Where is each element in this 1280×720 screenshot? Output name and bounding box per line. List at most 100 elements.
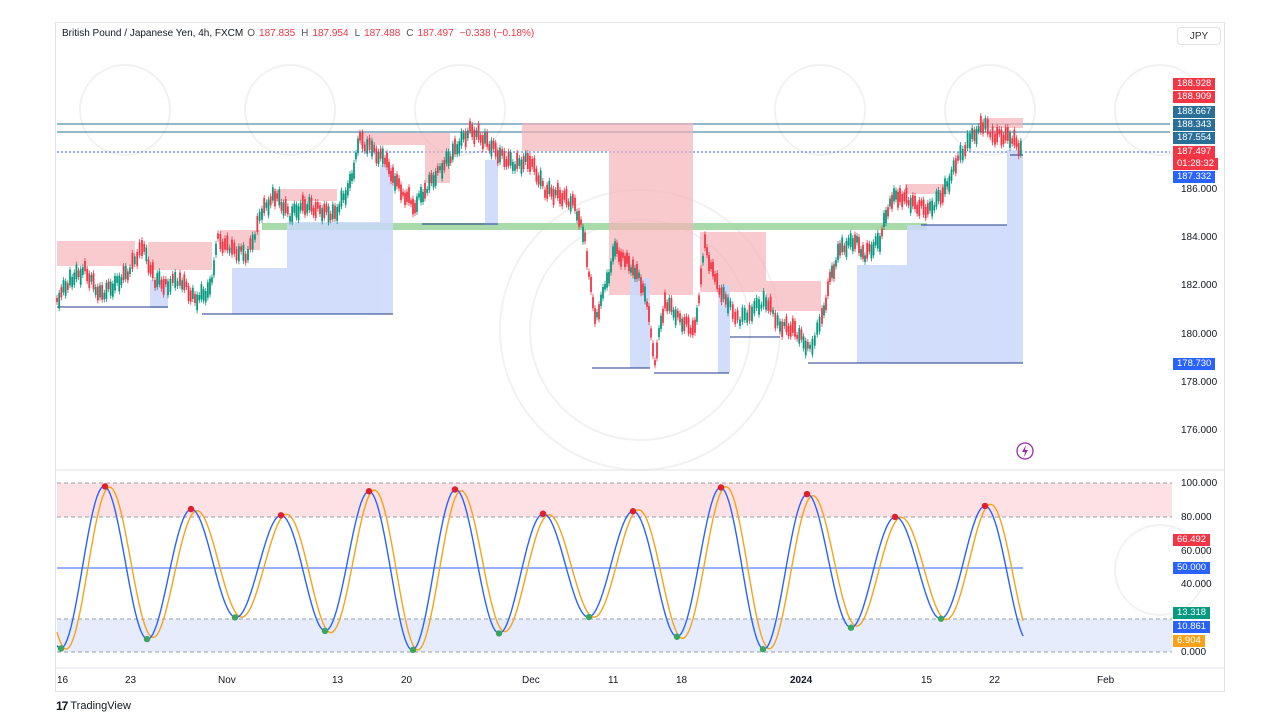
candle-body xyxy=(300,203,302,211)
candle-body xyxy=(774,313,776,329)
candle-body xyxy=(967,133,969,148)
candle-body xyxy=(183,274,185,290)
candle-body xyxy=(435,171,437,186)
candle-body xyxy=(129,267,131,274)
candle-body xyxy=(568,201,570,206)
candle-body xyxy=(891,195,893,209)
candle-body xyxy=(473,130,475,145)
candle-body xyxy=(749,305,751,321)
candle-body xyxy=(156,273,158,287)
price-tag-current: 187.497 xyxy=(1173,146,1215,158)
candle-body xyxy=(416,196,418,212)
change-value: −0.338 (−0.18%) xyxy=(460,28,535,39)
candle-body xyxy=(91,275,93,282)
candle-body xyxy=(201,284,203,299)
time-axis-label: Nov xyxy=(218,675,236,686)
currency-button[interactable]: JPY xyxy=(1177,27,1221,45)
osc-tag-mid: 50.000 xyxy=(1173,562,1210,574)
candle-body xyxy=(827,281,829,296)
candle-body xyxy=(927,203,929,214)
candle-body xyxy=(696,308,698,322)
candle-body xyxy=(503,151,505,167)
candle-body xyxy=(283,202,285,215)
candle-body xyxy=(123,266,125,280)
candle-body xyxy=(240,246,242,251)
candle-body xyxy=(887,207,889,216)
candle-body xyxy=(790,325,792,337)
price-axis-label: 176.000 xyxy=(1181,425,1217,436)
candle-body xyxy=(516,153,518,169)
candle-body xyxy=(548,181,550,194)
candle-body xyxy=(737,310,739,320)
candle-body xyxy=(261,209,263,220)
candle-body xyxy=(996,127,998,142)
candle-body xyxy=(946,181,948,186)
candle-body xyxy=(330,214,332,221)
candle-body xyxy=(982,122,984,133)
time-axis-label: 22 xyxy=(989,675,1000,686)
candle-body xyxy=(351,173,353,181)
candle-body xyxy=(662,309,664,323)
candle-body xyxy=(912,195,914,206)
candle-body xyxy=(482,135,484,149)
candle-body xyxy=(71,277,73,287)
candle-body xyxy=(357,139,359,154)
candle-body xyxy=(414,203,416,213)
candle-body xyxy=(985,118,987,129)
candle-body xyxy=(418,193,420,197)
candle-body xyxy=(798,328,800,344)
candle-body xyxy=(302,195,304,211)
overbought-marker xyxy=(630,508,636,514)
candle-body xyxy=(879,236,881,252)
candle-body xyxy=(486,132,488,147)
candle-body xyxy=(139,242,141,255)
candle-body xyxy=(63,280,65,292)
high-value: 187.954 xyxy=(312,28,348,39)
candle-body xyxy=(458,141,460,153)
candle-body xyxy=(594,308,596,324)
candle-body xyxy=(606,273,608,288)
candle-body xyxy=(858,237,860,253)
candle-body xyxy=(604,284,606,289)
candle-body xyxy=(394,176,396,191)
time-axis-label: 18 xyxy=(676,675,687,686)
candle-body xyxy=(765,297,767,309)
candle-body xyxy=(172,274,174,283)
candle-body xyxy=(612,246,614,261)
price-tag-high-1: 188.928 xyxy=(1173,78,1215,90)
candle-body xyxy=(929,202,931,211)
open-label: O xyxy=(247,28,255,39)
symbol-legend[interactable]: British Pound / Japanese Yen, 4h, FXCM O… xyxy=(62,28,536,39)
candle-body xyxy=(497,150,499,163)
candle-body xyxy=(860,249,862,257)
candle-body xyxy=(786,316,788,332)
candle-body xyxy=(293,204,295,213)
lightning-icon[interactable] xyxy=(1017,443,1033,459)
candle-body xyxy=(110,282,112,296)
candle-body xyxy=(1020,141,1022,155)
candle-body xyxy=(170,279,172,292)
candle-body xyxy=(546,185,548,199)
candle-body xyxy=(596,312,598,317)
candle-body xyxy=(222,242,224,253)
candle-body xyxy=(668,298,670,311)
candle-body xyxy=(152,262,154,278)
candle-body xyxy=(557,183,559,198)
candle-body xyxy=(341,190,343,206)
tradingview-logo[interactable]: 17 TradingView xyxy=(56,699,131,713)
candle-body xyxy=(311,198,313,212)
candle-body xyxy=(925,207,927,218)
candle-body xyxy=(355,153,357,160)
candle-body xyxy=(921,201,923,206)
candle-body xyxy=(484,131,486,143)
candle-body xyxy=(910,198,912,213)
candle-body xyxy=(97,287,99,301)
candle-body xyxy=(347,183,349,195)
candle-body xyxy=(326,204,328,212)
candle-body xyxy=(278,189,280,205)
symbol-title[interactable]: British Pound / Japanese Yen, 4h, FXCM xyxy=(62,28,243,39)
candle-body xyxy=(671,298,673,312)
candle-body xyxy=(249,238,251,249)
candle-body xyxy=(574,198,576,211)
